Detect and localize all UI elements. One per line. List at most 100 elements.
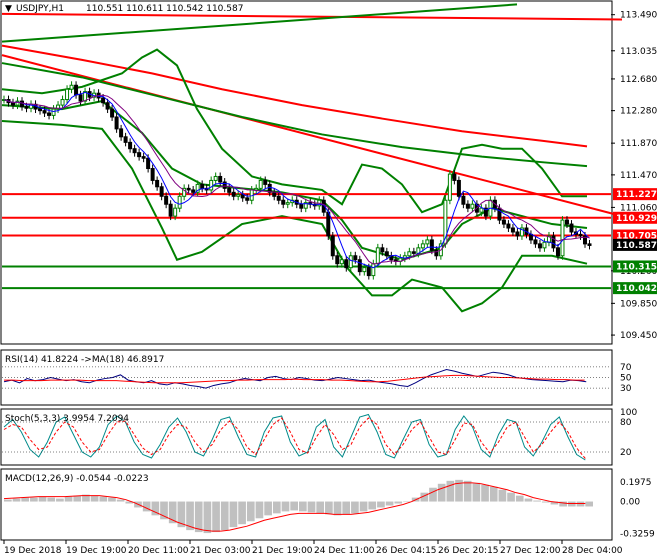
candle-body bbox=[164, 195, 169, 205]
candle-body bbox=[569, 223, 574, 233]
time-tick-label: 28 Dec 04:00 bbox=[562, 546, 623, 556]
macd-histogram-bar bbox=[281, 501, 290, 512]
candle-body bbox=[285, 202, 290, 205]
macd-histogram-bar bbox=[541, 501, 550, 503]
candle-body bbox=[479, 207, 484, 213]
candle-body bbox=[483, 207, 488, 217]
macd-histogram-bar bbox=[116, 499, 125, 502]
trendline bbox=[1, 54, 623, 218]
header-glyph[interactable]: ▼ bbox=[5, 4, 12, 14]
candle-body bbox=[276, 195, 281, 201]
candle-body bbox=[411, 251, 416, 254]
price-panel-frame bbox=[0, 0, 613, 345]
macd-histogram-bar bbox=[515, 495, 524, 502]
time-tick-label: 21 Dec 19:00 bbox=[252, 546, 313, 556]
candle-body bbox=[384, 251, 389, 257]
price-layer bbox=[1, 3, 623, 313]
time-tick-label: 20 Dec 11:00 bbox=[128, 546, 189, 556]
level-badge bbox=[613, 188, 657, 201]
macd-histogram-bar bbox=[437, 483, 446, 502]
candle-body bbox=[407, 251, 412, 257]
macd-label: MACD(12,26,9) -0.0544 -0.0223 bbox=[5, 474, 149, 484]
candle-body bbox=[353, 255, 358, 261]
trendline bbox=[1, 12, 623, 21]
price-tick-label: 113.490 bbox=[620, 11, 657, 21]
macd-histogram-bar bbox=[290, 501, 298, 511]
macd-histogram-bar bbox=[142, 501, 151, 512]
candle-body bbox=[501, 219, 506, 225]
macd-histogram-bar bbox=[151, 501, 160, 516]
candle-body bbox=[173, 207, 178, 217]
candle-body bbox=[195, 183, 200, 193]
candle-body bbox=[371, 263, 376, 277]
candle-body bbox=[366, 267, 371, 277]
candle-body bbox=[519, 227, 524, 237]
candle-body bbox=[380, 247, 385, 253]
time-tick-label: 27 Dec 12:00 bbox=[500, 546, 561, 556]
macd-signal-line bbox=[3, 482, 586, 532]
candle-body bbox=[231, 191, 236, 197]
stoch-layer bbox=[2, 413, 611, 461]
macd-histogram-bar bbox=[264, 501, 272, 516]
candle-body bbox=[200, 183, 205, 189]
macd-histogram-bar bbox=[359, 501, 368, 512]
macd-histogram-bar bbox=[394, 501, 403, 504]
level-badge-label: 110.315 bbox=[616, 262, 657, 272]
candle-body bbox=[506, 223, 511, 229]
rsi-tick-label: 70 bbox=[620, 363, 632, 373]
stoch-panel-frame bbox=[0, 408, 613, 466]
candle-body bbox=[303, 202, 308, 209]
candle-body bbox=[542, 241, 547, 249]
candle-body bbox=[330, 235, 335, 257]
ma-red-slow bbox=[1, 44, 588, 148]
level-badge bbox=[613, 229, 657, 242]
axis-layer: 113.490 113.035 112.680 112.280 111.870 111.4… bbox=[3, 11, 657, 556]
ma-fast bbox=[3, 91, 590, 269]
candle-body bbox=[452, 173, 457, 181]
candle-body bbox=[339, 259, 344, 265]
macd-histogram-bar bbox=[21, 497, 30, 502]
price-tick-label: 111.870 bbox=[620, 139, 657, 149]
macd-histogram-bar bbox=[168, 501, 177, 524]
candle-body bbox=[587, 243, 592, 246]
rsi-ma-line bbox=[4, 374, 585, 384]
rsi-layer bbox=[2, 366, 611, 389]
candle-body bbox=[56, 104, 61, 110]
candle-body bbox=[362, 267, 367, 273]
bollinger-upper bbox=[1, 48, 587, 214]
macd-histogram-bar bbox=[325, 501, 333, 515]
candle-body bbox=[528, 233, 533, 241]
macd-histogram-bar bbox=[90, 495, 99, 502]
candle-body bbox=[447, 173, 452, 201]
candle-body bbox=[74, 84, 79, 96]
candle-body bbox=[146, 157, 151, 170]
macd-tick-label: -0.3259 bbox=[620, 530, 655, 540]
candle-body bbox=[263, 179, 268, 185]
candle-body bbox=[38, 108, 43, 112]
candle-body bbox=[510, 227, 515, 233]
time-tick-label: 19 Dec 2018 bbox=[4, 546, 62, 556]
candle-body bbox=[11, 102, 16, 106]
stoch-tick-label: 80 bbox=[620, 418, 632, 428]
macd-histogram-bar bbox=[12, 498, 21, 502]
macd-histogram-bar bbox=[307, 501, 316, 513]
candle-body bbox=[281, 199, 286, 205]
price-tick-label: 113.035 bbox=[620, 47, 657, 57]
level-badge-label: 110.705 bbox=[616, 232, 657, 242]
candle-body bbox=[15, 100, 20, 106]
macd-histogram-bar bbox=[47, 497, 56, 502]
candle-body bbox=[182, 187, 187, 197]
macd-histogram-bar bbox=[385, 501, 394, 506]
candle-body bbox=[272, 191, 277, 197]
macd-histogram-bar bbox=[246, 501, 255, 522]
candle-body bbox=[551, 235, 556, 249]
candle-body bbox=[128, 141, 133, 150]
candle-body bbox=[65, 88, 70, 101]
macd-histogram-bar bbox=[56, 498, 64, 502]
macd-histogram-bar bbox=[559, 501, 567, 507]
price-tick-label: 112.680 bbox=[620, 75, 657, 85]
candle-body bbox=[123, 136, 128, 143]
macd-histogram-bar bbox=[194, 501, 203, 533]
candle-body bbox=[533, 239, 538, 245]
candle-body bbox=[348, 255, 353, 269]
